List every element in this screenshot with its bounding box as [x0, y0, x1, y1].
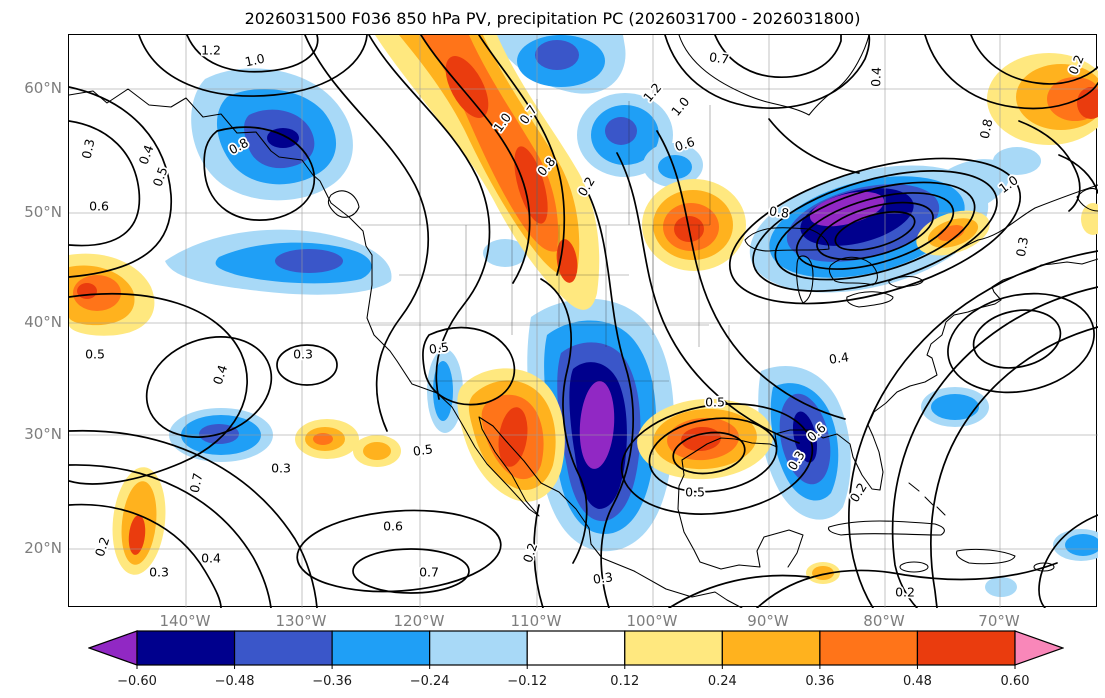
shading-layer	[69, 35, 1098, 597]
colorbar: −0.60 −0.48 −0.36 −0.24 −0.12 0.12 0.24 0.36 0.4…	[87, 629, 1065, 693]
contour-label: 0.3	[79, 138, 98, 161]
page-title: 2026031500 F036 850 hPa PV, precipitatio…	[244, 9, 861, 28]
contour-label: 0.5	[428, 339, 450, 357]
colorbar-under-arrow	[87, 630, 138, 666]
gridline-layer	[69, 35, 1098, 608]
contour-label: 0.2	[92, 535, 112, 559]
contour-label: 0.3	[293, 347, 313, 362]
contour-label: 0.5	[705, 395, 725, 410]
contour-label: 0.8	[768, 203, 790, 221]
x-tick-label: 80°W	[863, 612, 905, 630]
contour-label: 1.0	[668, 94, 692, 119]
colorbar-segment	[819, 630, 919, 666]
colorbar-tick-label: 0.48	[903, 674, 932, 689]
map-plot-area: 1.2 1.0 0.3 0.4 0.5 0.6 0.8 1.0 0.7 0.8 0.2 0.7 1.2 1…	[68, 34, 1098, 608]
contour-label: 0.5	[85, 347, 105, 362]
x-tick-label: 100°W	[626, 612, 678, 630]
contour-label: 0.5	[685, 485, 705, 500]
contour-label: 0.4	[868, 67, 884, 87]
contour-label: 0.7	[419, 565, 439, 580]
colorbar-segment	[721, 630, 821, 666]
x-tick-label: 90°W	[747, 612, 789, 630]
state-borders-layer	[361, 95, 770, 455]
colorbar-tick-label: −0.36	[312, 674, 352, 689]
contour-label: 0.5	[412, 441, 434, 459]
colorbar-tick-label: −0.48	[215, 674, 255, 689]
colorbar-segment	[331, 630, 431, 666]
contour-label: 0.8	[977, 117, 996, 140]
colorbar-segment	[233, 630, 333, 666]
y-tick-label: 20°N	[24, 539, 62, 557]
colorbar-tick-label: −0.24	[410, 674, 450, 689]
colorbar-segment	[526, 630, 626, 666]
y-tick-label: 60°N	[24, 79, 62, 97]
contour-label: 0.4	[210, 363, 230, 387]
contour-label: 0.4	[201, 551, 221, 566]
contour-label: 1.2	[201, 43, 221, 58]
colorbar-tick-label: −0.60	[117, 674, 157, 689]
contour-label: 1.0	[244, 51, 267, 70]
y-tick-label: 40°N	[24, 313, 62, 331]
x-tick-label: 130°W	[275, 612, 327, 630]
contour-label: 0.6	[89, 199, 109, 214]
contour-label: 0.7	[708, 49, 730, 67]
contour-label: 0.2	[895, 585, 915, 600]
colorbar-tick-label: 0.12	[610, 674, 639, 689]
colorbar-tick-label: −0.12	[507, 674, 547, 689]
contour-label: 0.7	[187, 472, 206, 495]
contour-label: 0.4	[136, 143, 157, 167]
x-tick-label: 70°W	[978, 612, 1020, 630]
colorbar-tick-label: 0.24	[708, 674, 737, 689]
colorbar-segment	[429, 630, 528, 666]
colorbar-canvas: −0.60 −0.48 −0.36 −0.24 −0.12 0.12 0.24 0.36 0.4…	[87, 630, 1065, 689]
x-tick-label: 110°W	[510, 612, 562, 630]
contour-label: 0.3	[592, 569, 614, 587]
contour-label: 0.5	[150, 165, 171, 189]
contour-label: 0.3	[1013, 236, 1031, 258]
colorbar-tick-label: 0.60	[1001, 674, 1030, 689]
contour-layer	[69, 35, 1098, 608]
colorbar-over-arrow	[1014, 630, 1065, 666]
map-canvas: 1.21.00.3 0.40.50.60.81.0 0.70.80.20.71.21…	[69, 35, 1098, 608]
colorbar-segment	[624, 630, 723, 666]
y-tick-label: 50°N	[24, 203, 62, 221]
x-tick-label: 140°W	[159, 612, 211, 630]
contour-label: 0.4	[828, 349, 850, 367]
colorbar-segment	[136, 630, 236, 666]
y-tick-label: 30°N	[24, 425, 62, 443]
contour-label: 0.3	[271, 461, 291, 476]
colorbar-segment	[916, 630, 1016, 666]
contour-label: 0.6	[383, 519, 403, 534]
colorbar-tick-label: 0.36	[805, 674, 834, 689]
x-tick-label: 120°W	[393, 612, 445, 630]
contour-label: 0.3	[149, 565, 169, 580]
